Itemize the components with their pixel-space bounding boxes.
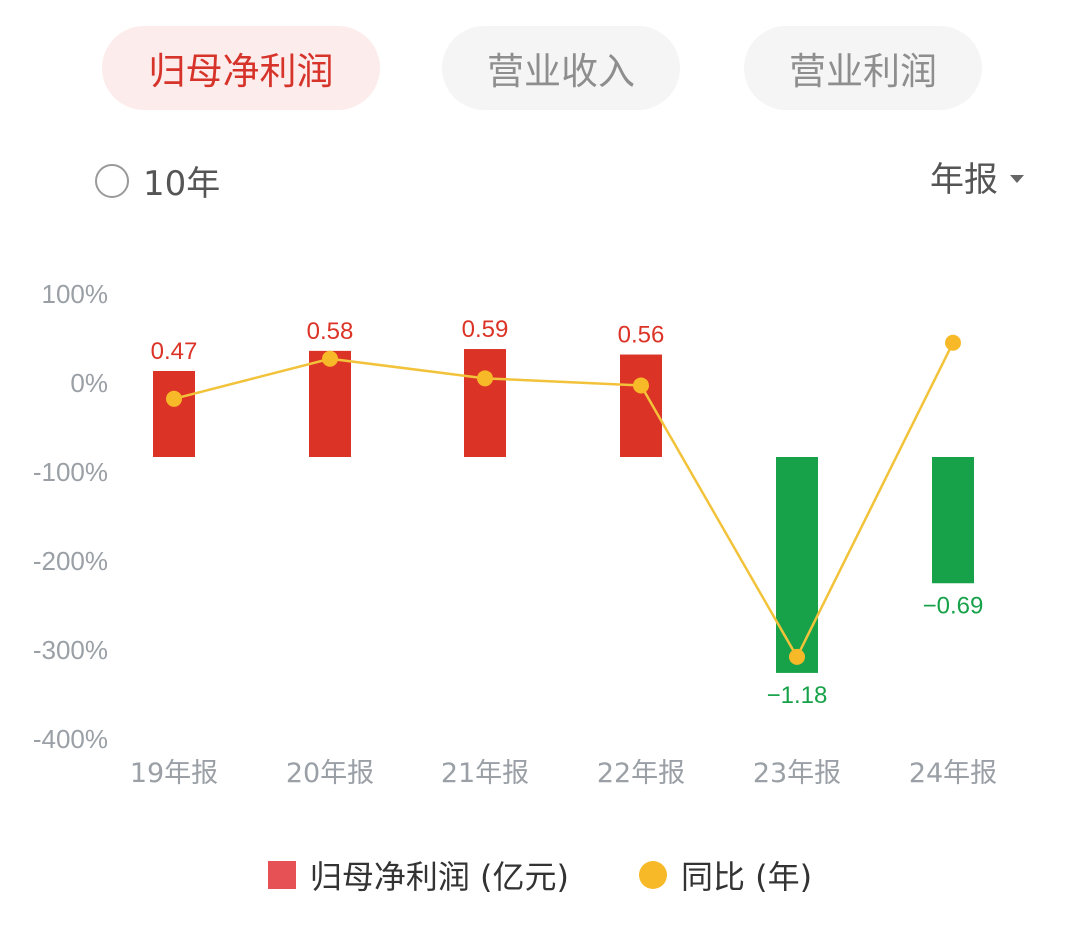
legend: 归母净利润 (亿元) 同比 (年) xyxy=(0,852,1080,898)
bar xyxy=(464,349,506,457)
radio-icon[interactable] xyxy=(95,163,129,198)
y-tick-label: -200% xyxy=(33,546,108,576)
x-tick-label: 22年报 xyxy=(597,758,685,789)
y-tick-label: 100% xyxy=(42,279,109,309)
bar xyxy=(776,457,818,673)
legend-item-line[interactable]: 同比 (年) xyxy=(639,852,812,898)
data-label: 0.47 xyxy=(151,338,198,365)
chevron-down-icon xyxy=(1010,174,1024,183)
yoy-point xyxy=(322,350,338,367)
data-label: 0.58 xyxy=(307,318,354,345)
y-tick-label: -100% xyxy=(33,457,108,487)
bar xyxy=(932,457,974,584)
y-tick-label: -300% xyxy=(33,635,108,665)
yoy-point xyxy=(789,648,805,665)
bar xyxy=(309,350,351,457)
tab-revenue[interactable]: 营业收入 xyxy=(442,26,680,110)
x-tick-label: 19年报 xyxy=(130,758,218,789)
data-label: −1.18 xyxy=(767,682,828,709)
legend-item-bar[interactable]: 归母净利润 (亿元) xyxy=(267,852,569,898)
tab-net-profit[interactable]: 归母净利润 xyxy=(102,26,380,110)
yoy-point xyxy=(945,334,961,351)
tab-label: 营业收入 xyxy=(487,50,635,93)
yoy-point xyxy=(166,390,182,407)
x-tick-label: 23年报 xyxy=(753,758,841,789)
data-label: −0.69 xyxy=(923,592,984,619)
yoy-point xyxy=(477,370,493,387)
data-label: 0.56 xyxy=(618,322,665,349)
tab-label: 归母净利润 xyxy=(148,50,334,93)
tab-label: 营业利润 xyxy=(789,50,937,93)
data-label: 0.59 xyxy=(462,316,509,343)
chart: 100% 0% -100% -200% -300% -400% 0.47 0.58 0.59 0.… xyxy=(33,279,997,789)
legend-swatch-bar xyxy=(267,861,296,889)
period-select-label: 年报 xyxy=(930,160,998,200)
tab-operating-profit[interactable]: 营业利润 xyxy=(744,26,982,110)
x-tick-label: 20年报 xyxy=(286,758,374,789)
period-select[interactable]: 年报 xyxy=(930,152,1024,201)
y-tick-label: -400% xyxy=(33,724,108,754)
y-tick-label: 0% xyxy=(70,368,108,398)
legend-label-bar: 归母净利润 (亿元) xyxy=(309,858,569,896)
x-tick-label: 24年报 xyxy=(909,758,997,789)
legend-label-line: 同比 (年) xyxy=(681,858,813,896)
bar xyxy=(620,354,662,457)
yoy-line xyxy=(173,342,955,660)
bar xyxy=(153,371,195,457)
legend-swatch-line xyxy=(639,861,667,889)
yoy-point xyxy=(633,377,649,394)
x-tick-label: 21年报 xyxy=(441,758,529,789)
ten-year-label: 10年 xyxy=(143,164,221,204)
ten-year-toggle[interactable]: 10年 xyxy=(95,156,220,205)
